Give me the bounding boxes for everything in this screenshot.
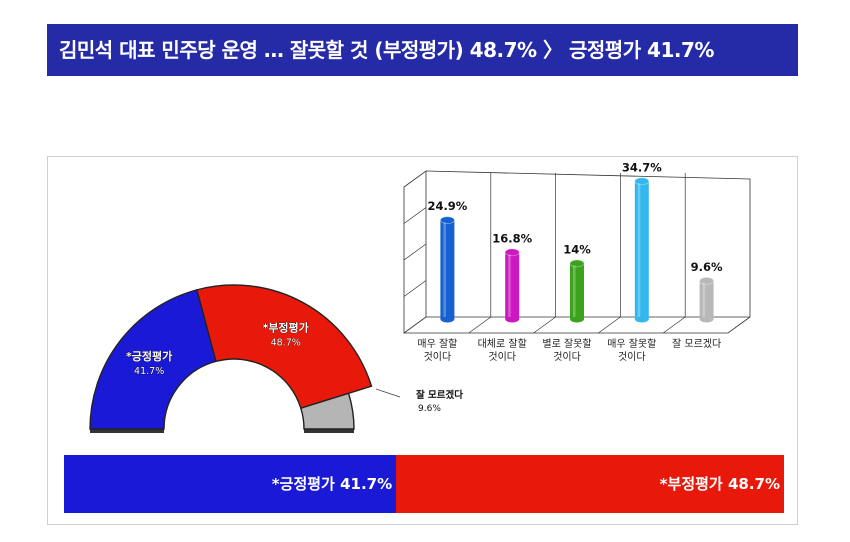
bar-category-1-1: 것이다: [488, 351, 516, 363]
donut-value-2: 9.6%: [418, 404, 441, 414]
stacked-label-negative: *부정평가 48.7%: [659, 475, 780, 493]
bar-value-2: 14%: [563, 242, 591, 256]
bar-back-wall: [425, 170, 751, 318]
donut-leader-line: [375, 388, 401, 398]
donut-label-0: *긍정평가: [126, 349, 172, 363]
chart-panel: *긍정평가 41.7% *부정평가 48.7% 잘 모르겠다 9.6% 24.9% 매우 잘할…: [47, 156, 798, 525]
stacked-bar: *긍정평가 41.7% *부정평가 48.7%: [64, 455, 784, 513]
bar-grid-side: [403, 280, 427, 297]
bar-highlight-4: [702, 282, 706, 317]
bar-cylinder-3: [634, 181, 649, 323]
donut-slice-0: [89, 289, 217, 430]
bar-grid-floor: [468, 316, 492, 334]
donut-edge-0: [90, 429, 164, 433]
bar-value-3: 34.7%: [622, 160, 662, 174]
bar-cylinder-2: [570, 263, 584, 323]
bar-category-1-0: 대체로 잘할: [478, 338, 527, 350]
bar-cylinder-1: [505, 252, 520, 323]
bar-category-2-0: 별로 잘못할: [542, 338, 591, 350]
bar-value-1: 16.8%: [492, 231, 532, 245]
bar-grid-floor: [598, 316, 621, 334]
bar-cylinder-4: [699, 280, 714, 323]
bar-floor: [404, 316, 751, 334]
bar-category-4-0: 잘 모르겠다: [672, 338, 721, 350]
bar-value-4: 9.6%: [691, 260, 723, 274]
donut-value-0: 41.7%: [134, 366, 164, 377]
bar-cylinder-top-2: [569, 259, 585, 268]
bar-grid-side: [403, 243, 427, 261]
header-banner: 김민석 대표 민주당 운영 … 잘못할 것 (부정평가) 48.7% 〉 긍정평…: [47, 24, 798, 76]
chart-canvas: *긍정평가 41.7% *부정평가 48.7% 잘 모르겠다 9.6% 24.9% 매우 잘할…: [89, 160, 751, 433]
page-title: 김민석 대표 민주당 운영 … 잘못할 것 (부정평가) 48.7% 〉 긍정평…: [59, 38, 714, 62]
bar-grid-floor: [662, 316, 686, 334]
stacked-label-positive: *긍정평가 41.7%: [271, 475, 393, 493]
bar-category-2-1: 것이다: [553, 351, 581, 363]
bar-highlight-2: [573, 265, 576, 317]
bar-category-0-0: 매우 잘할: [417, 338, 457, 350]
stacked-segment-positive: *긍정평가 41.7%: [64, 455, 397, 513]
bar-grid-side: [403, 207, 427, 224]
donut-edge-2: [304, 429, 354, 433]
bar-grid-floor: [533, 316, 556, 334]
bar-cylinder-top-3: [634, 177, 650, 186]
bar-category-3-0: 매우 잘못할: [607, 338, 656, 350]
bar-cylinder-top-1: [504, 248, 520, 257]
bar-value-0: 24.9%: [427, 199, 467, 213]
bar-highlight-0: [443, 222, 446, 317]
bar-cylinder-0: [440, 220, 455, 323]
donut-label-1: *부정평가: [263, 320, 309, 334]
donut-slice-1: [196, 284, 373, 410]
bar-highlight-1: [508, 254, 511, 317]
bar-highlight-3: [637, 183, 641, 317]
stacked-segment-negative: *부정평가 48.7%: [396, 455, 784, 513]
bar-cylinder-top-0: [439, 216, 455, 225]
donut-value-1: 48.7%: [271, 337, 301, 348]
bar-category-0-1: 것이다: [424, 351, 452, 363]
bar-category-3-1: 것이다: [618, 351, 646, 363]
bar-cylinder-top-4: [699, 276, 714, 285]
donut-label-2: 잘 모르겠다: [416, 389, 463, 401]
donut-slice-2: [299, 392, 355, 430]
